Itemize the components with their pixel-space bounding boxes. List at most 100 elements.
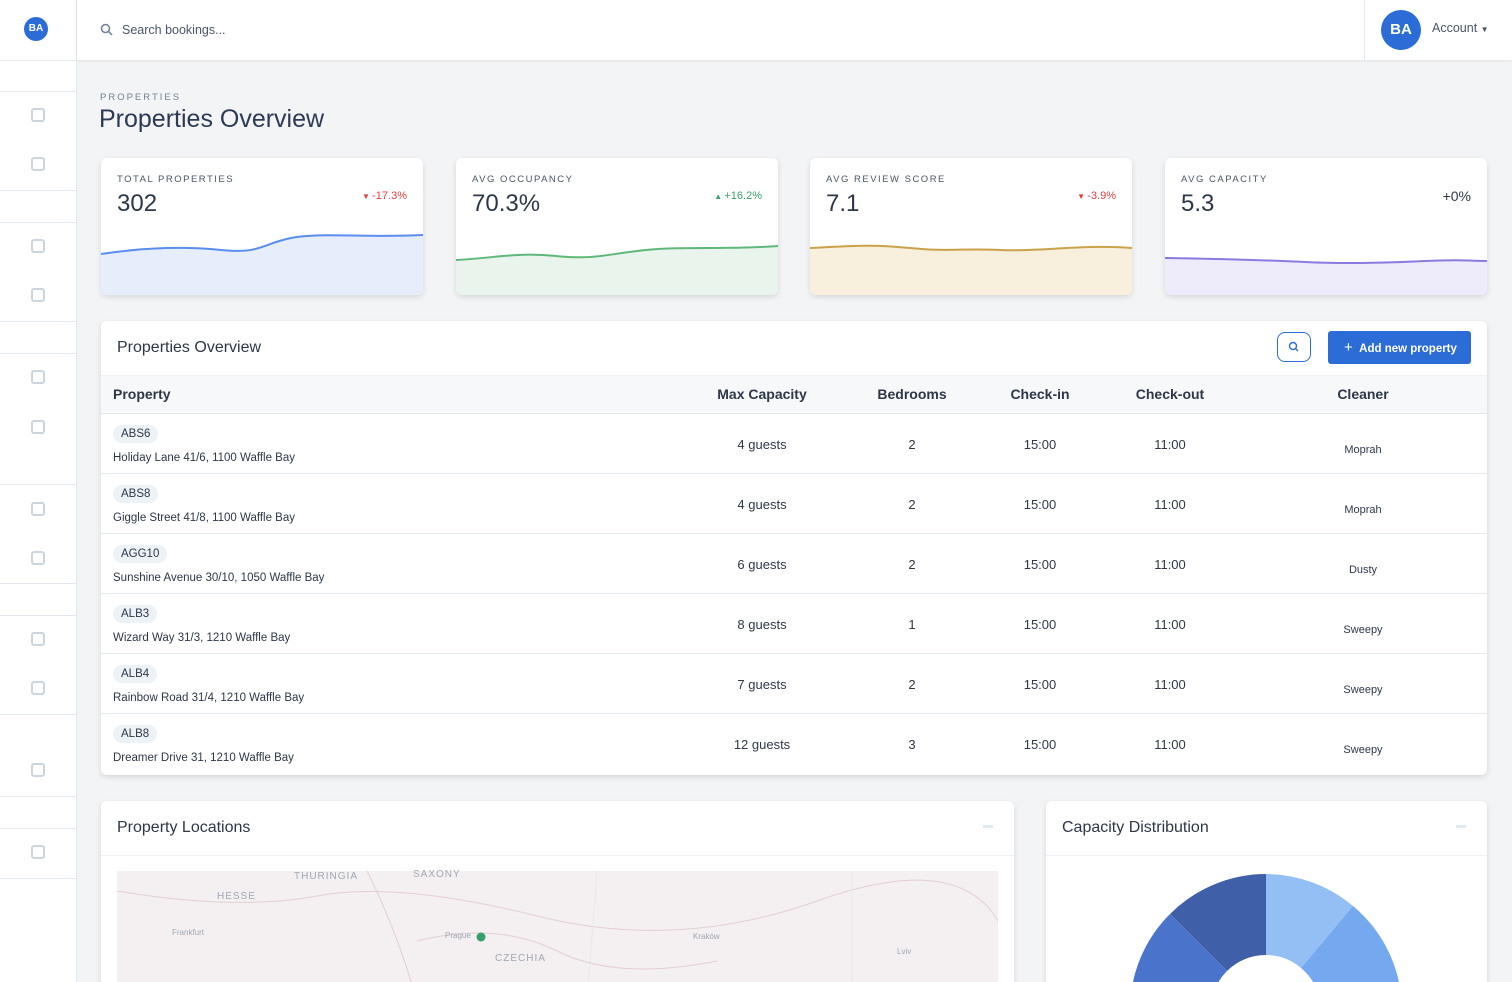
- account-menu[interactable]: Account ▼: [1432, 21, 1489, 35]
- sparkline: [101, 234, 423, 295]
- sparkline-area: [810, 245, 1132, 295]
- search-button[interactable]: [1277, 332, 1311, 362]
- property-address: Sunshine Avenue 30/10, 1050 Waffle Bay: [113, 572, 325, 584]
- search-input[interactable]: Search bookings...: [122, 23, 226, 37]
- nav-icon[interactable]: [31, 108, 45, 122]
- cell-bedrooms: 2: [908, 557, 916, 572]
- map: THURINGIA SAXONY HESSE Frankfurt Prague CZECH…: [116, 869, 999, 982]
- cell-cleaner: Sweepy: [1343, 684, 1383, 696]
- kpi-label: AVG OCCUPANCY: [472, 174, 574, 185]
- nav-icon[interactable]: [31, 763, 45, 777]
- column-header: Cleaner: [1337, 386, 1389, 402]
- nav-icon[interactable]: [31, 681, 45, 695]
- divider: [101, 855, 1014, 856]
- logo[interactable]: BA: [24, 17, 48, 41]
- menu-icon[interactable]: [983, 825, 993, 828]
- sparkline: [456, 245, 778, 295]
- kpi-card: AVG CAPACITY 5.3 +0%: [1165, 158, 1487, 295]
- avatar[interactable]: BA: [1381, 10, 1421, 50]
- nav-icon[interactable]: [31, 502, 45, 516]
- cell-check-in: 15:00: [1023, 617, 1057, 632]
- cell-capacity: 4 guests: [737, 497, 787, 512]
- sidebar-divider: [0, 91, 77, 92]
- account-label[interactable]: Account: [1432, 21, 1478, 35]
- property-address: Giggle Street 41/8, 1100 Waffle Bay: [113, 512, 295, 524]
- cell-check-out: 11:00: [1154, 437, 1186, 452]
- table-row[interactable]: [101, 414, 1487, 474]
- kpi-change: ▼ -17.3%: [362, 190, 407, 202]
- kpi-card: AVG OCCUPANCY 70.3% ▲ +16.2%: [456, 158, 778, 295]
- divider: [1364, 0, 1365, 60]
- column-header: Property: [113, 386, 171, 402]
- cell-bedrooms: 1: [908, 617, 916, 632]
- sparkline-line: [456, 245, 778, 261]
- map-label: CZECHIA: [495, 953, 546, 964]
- nav-icon[interactable]: [31, 239, 45, 253]
- cell-check-out: 11:00: [1154, 677, 1186, 692]
- column-header: Bedrooms: [877, 386, 947, 402]
- sparkline-area: [101, 235, 423, 295]
- table-row[interactable]: [101, 654, 1487, 714]
- sidebar-divider: [0, 222, 77, 223]
- nav-icon[interactable]: [31, 420, 45, 434]
- cell-check-in: 15:00: [1023, 677, 1057, 692]
- chart-title: Capacity Distribution: [1062, 819, 1209, 836]
- donut-segment: [1170, 874, 1266, 971]
- kpi-label: AVG CAPACITY: [1181, 174, 1268, 185]
- cell-bedrooms: 2: [908, 677, 916, 692]
- cell-cleaner: Sweepy: [1343, 624, 1383, 636]
- cell-cleaner: Moprah: [1344, 504, 1382, 516]
- kpi-value: 5.3: [1181, 190, 1215, 217]
- table-title: Properties Overview: [117, 339, 262, 356]
- table-row[interactable]: [101, 594, 1487, 654]
- search-icon: [1288, 341, 1299, 352]
- menu-icon[interactable]: [1456, 825, 1466, 828]
- cell-check-in: 15:00: [1023, 737, 1057, 752]
- map-label: Kraków: [693, 932, 720, 941]
- property-code: ABS6: [113, 425, 159, 443]
- sidebar: BA: [0, 0, 77, 982]
- kpi-change-value: -3.9%: [1087, 190, 1116, 202]
- cell-capacity: 4 guests: [737, 437, 787, 452]
- nav-icon[interactable]: [31, 845, 45, 859]
- kpi-card: AVG REVIEW SCORE 7.1 ▼ -3.9%: [810, 158, 1132, 295]
- cell-check-out: 11:00: [1154, 557, 1186, 572]
- trend-arrow: ▼: [1077, 192, 1088, 201]
- donut: [1133, 874, 1399, 982]
- nav-icon[interactable]: [31, 632, 45, 646]
- table-row[interactable]: [101, 474, 1487, 534]
- cell-bedrooms: 2: [908, 497, 916, 512]
- kpi-value: 70.3%: [472, 190, 541, 217]
- cell-check-in: 15:00: [1023, 557, 1057, 572]
- sidebar-divider: [0, 714, 77, 715]
- nav-icon[interactable]: [31, 370, 45, 384]
- nav-icon[interactable]: [31, 157, 45, 171]
- property-code: ALB4: [113, 665, 158, 683]
- sidebar-divider: [0, 796, 77, 797]
- sidebar-divider: [0, 190, 77, 191]
- sidebar-divider: [0, 615, 77, 616]
- map-label: Frankfurt: [172, 928, 205, 937]
- property-address: Rainbow Road 31/4, 1210 Waffle Bay: [113, 692, 305, 704]
- property-address: Dreamer Drive 31, 1210 Waffle Bay: [113, 752, 294, 764]
- kpi-label: TOTAL PROPERTIES: [117, 174, 235, 185]
- sparkline-line: [101, 234, 423, 255]
- cell-check-in: 15:00: [1023, 437, 1057, 452]
- trend-arrow: ▲: [714, 192, 725, 201]
- nav-icon[interactable]: [31, 288, 45, 302]
- top-bar: Search bookings... BA Account ▼: [77, 0, 1512, 60]
- nav-icon[interactable]: [31, 551, 45, 565]
- cell-capacity: 7 guests: [737, 677, 787, 692]
- map-label: Prague: [445, 931, 471, 940]
- map-label: THURINGIA: [294, 871, 358, 882]
- map-title: Property Locations: [117, 819, 251, 836]
- property-address: Wizard Way 31/3, 1210 Waffle Bay: [113, 632, 291, 644]
- cell-capacity: 8 guests: [737, 617, 787, 632]
- cell-bedrooms: 2: [908, 437, 916, 452]
- donut-segment: [1301, 906, 1399, 982]
- add-property-button[interactable]: + Add new property: [1328, 331, 1471, 364]
- table-row[interactable]: [101, 534, 1487, 594]
- button-label[interactable]: Add new property: [1359, 343, 1457, 355]
- breadcrumb[interactable]: PROPERTIES: [100, 92, 182, 103]
